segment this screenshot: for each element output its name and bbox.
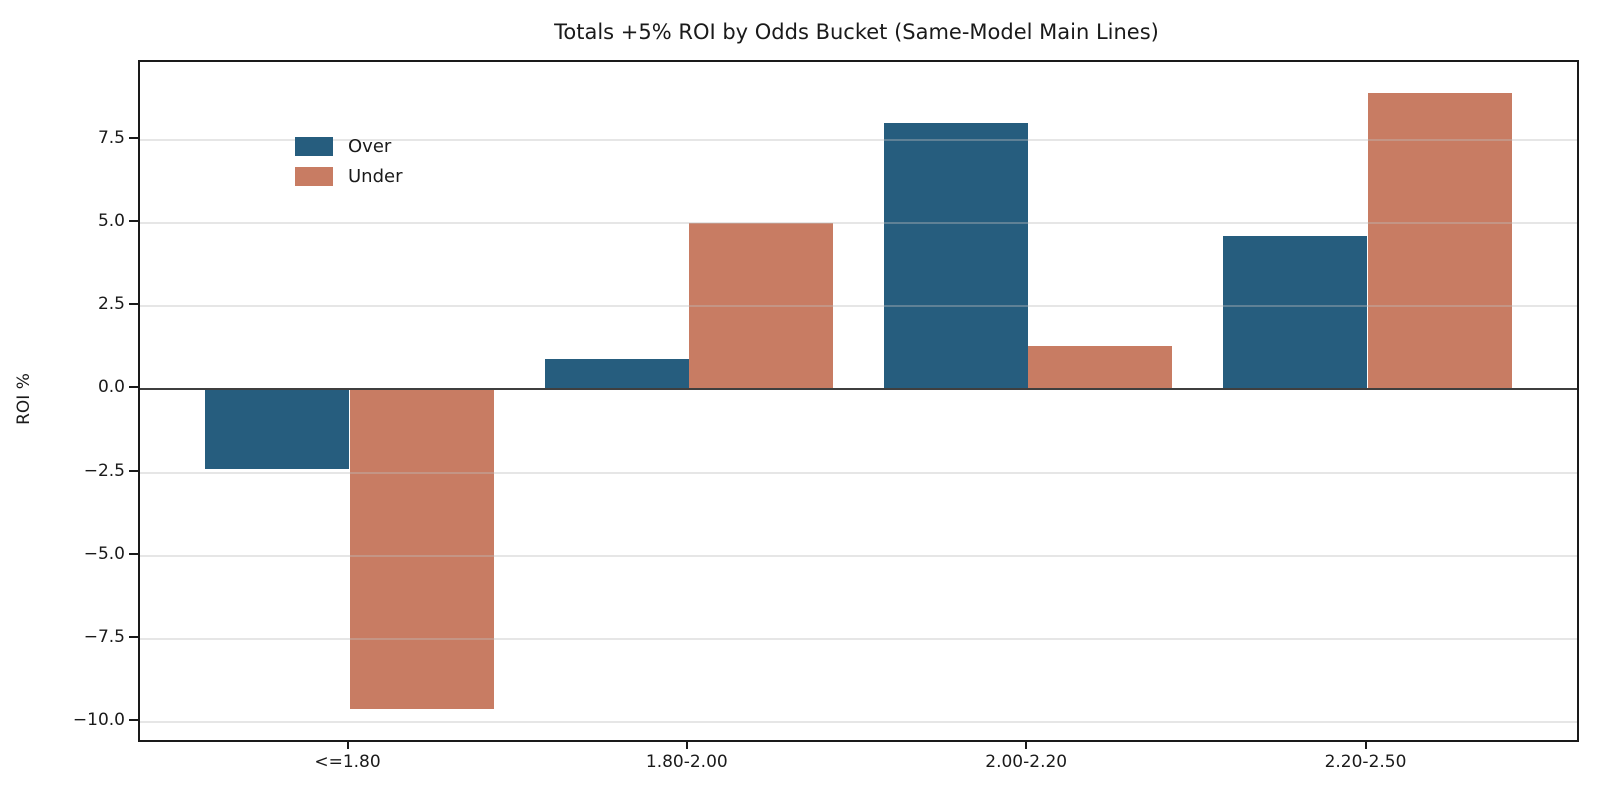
bar-over-2.00-2.20 bbox=[883, 122, 1029, 390]
y-tick-mark bbox=[129, 469, 138, 472]
x-tick-label: 2.00-2.20 bbox=[985, 752, 1068, 772]
y-tick-mark bbox=[129, 303, 138, 306]
x-tick-label: <=1.80 bbox=[314, 752, 381, 772]
bar-under-1.80-2.00 bbox=[688, 222, 833, 390]
x-tick-mark bbox=[346, 740, 349, 749]
x-tick-mark bbox=[685, 740, 688, 749]
gridline bbox=[140, 221, 1577, 224]
legend-item-under: Under bbox=[295, 166, 402, 187]
x-tick-mark bbox=[1025, 740, 1028, 749]
x-tick-label: 2.20-2.50 bbox=[1324, 752, 1407, 772]
legend-swatch-over bbox=[295, 137, 333, 156]
y-tick-mark bbox=[129, 386, 138, 389]
bar-over-2.20-2.50 bbox=[1223, 236, 1368, 390]
y-tick-mark bbox=[129, 636, 138, 639]
legend: Over Under bbox=[295, 136, 402, 187]
y-tick-mark bbox=[129, 219, 138, 222]
y-axis-label: ROI % bbox=[14, 373, 34, 425]
y-tick-mark bbox=[129, 719, 138, 722]
y-tick-label: 0.0 bbox=[97, 377, 125, 398]
y-tick-label: −2.5 bbox=[83, 460, 125, 481]
legend-label: Over bbox=[348, 136, 392, 157]
gridline bbox=[140, 721, 1577, 724]
y-tick-label: 5.0 bbox=[97, 210, 125, 231]
legend-label: Under bbox=[348, 166, 403, 187]
chart-title: Totals +5% ROI by Odds Bucket (Same-Mode… bbox=[554, 20, 1159, 44]
bar-under-<=1.80 bbox=[349, 389, 494, 709]
bar-over-<=1.80 bbox=[205, 389, 350, 470]
y-tick-label: −7.5 bbox=[83, 627, 125, 648]
x-tick-label: 1.80-2.00 bbox=[645, 752, 728, 772]
y-tick-mark bbox=[129, 136, 138, 139]
legend-swatch-under bbox=[295, 167, 333, 186]
y-tick-label: −5.0 bbox=[83, 543, 125, 564]
x-tick-mark bbox=[1364, 740, 1367, 749]
bar-under-2.00-2.20 bbox=[1028, 346, 1173, 390]
y-tick-label: −10.0 bbox=[72, 710, 125, 731]
bar-under-2.20-2.50 bbox=[1367, 93, 1512, 390]
bar-over-1.80-2.00 bbox=[544, 359, 689, 390]
y-tick-mark bbox=[129, 552, 138, 555]
y-tick-label: 7.5 bbox=[97, 127, 125, 148]
y-tick-label: 2.5 bbox=[97, 294, 125, 315]
plot-area: Over Under bbox=[138, 60, 1579, 742]
legend-item-over: Over bbox=[295, 136, 402, 157]
